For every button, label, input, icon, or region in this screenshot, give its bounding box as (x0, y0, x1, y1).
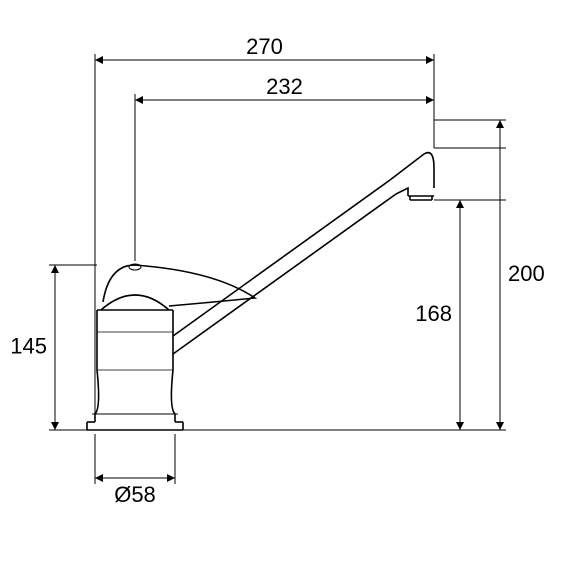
dim-diameter: Ø58 (114, 482, 156, 507)
dim-232: 232 (266, 74, 303, 99)
dim-168: 168 (415, 301, 452, 326)
dim-145: 145 (10, 334, 47, 359)
faucet-dimension-drawing: 270 232 145 168 200 Ø58 (0, 0, 580, 580)
dim-270: 270 (246, 34, 283, 59)
dim-200: 200 (508, 261, 545, 286)
